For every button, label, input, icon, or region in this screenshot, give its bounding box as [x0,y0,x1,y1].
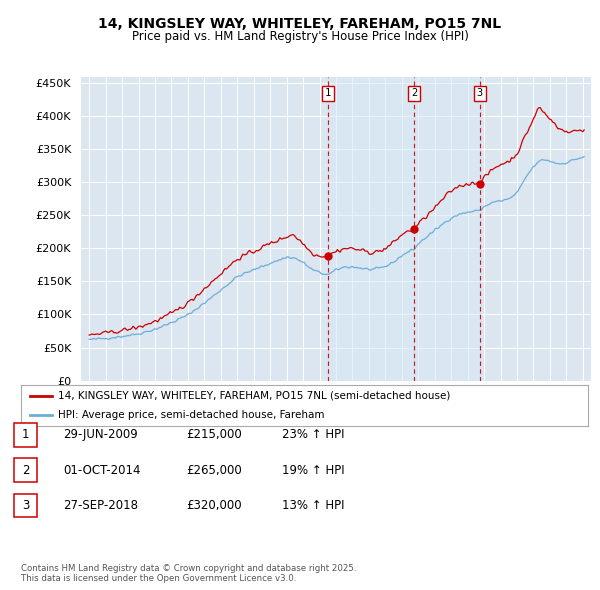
Text: 2: 2 [411,88,417,99]
Text: 27-SEP-2018: 27-SEP-2018 [63,499,138,512]
Text: 01-OCT-2014: 01-OCT-2014 [63,464,140,477]
Text: £320,000: £320,000 [186,499,242,512]
Text: Contains HM Land Registry data © Crown copyright and database right 2025.
This d: Contains HM Land Registry data © Crown c… [21,563,356,583]
Text: HPI: Average price, semi-detached house, Fareham: HPI: Average price, semi-detached house,… [58,410,325,420]
Text: 23% ↑ HPI: 23% ↑ HPI [282,428,344,441]
Text: 3: 3 [22,499,29,512]
Text: 1: 1 [325,88,331,99]
Text: £265,000: £265,000 [186,464,242,477]
Text: 13% ↑ HPI: 13% ↑ HPI [282,499,344,512]
Text: £215,000: £215,000 [186,428,242,441]
Text: 19% ↑ HPI: 19% ↑ HPI [282,464,344,477]
Text: 1: 1 [22,428,29,441]
Text: 29-JUN-2009: 29-JUN-2009 [63,428,138,441]
Text: 14, KINGSLEY WAY, WHITELEY, FAREHAM, PO15 7NL: 14, KINGSLEY WAY, WHITELEY, FAREHAM, PO1… [98,17,502,31]
Text: 2: 2 [22,464,29,477]
Text: 3: 3 [477,88,483,99]
Bar [414,77,480,381]
Text: Price paid vs. HM Land Registry's House Price Index (HPI): Price paid vs. HM Land Registry's House … [131,30,469,43]
Text: 14, KINGSLEY WAY, WHITELEY, FAREHAM, PO15 7NL (semi-detached house): 14, KINGSLEY WAY, WHITELEY, FAREHAM, PO1… [58,391,450,401]
Bar [328,77,414,381]
